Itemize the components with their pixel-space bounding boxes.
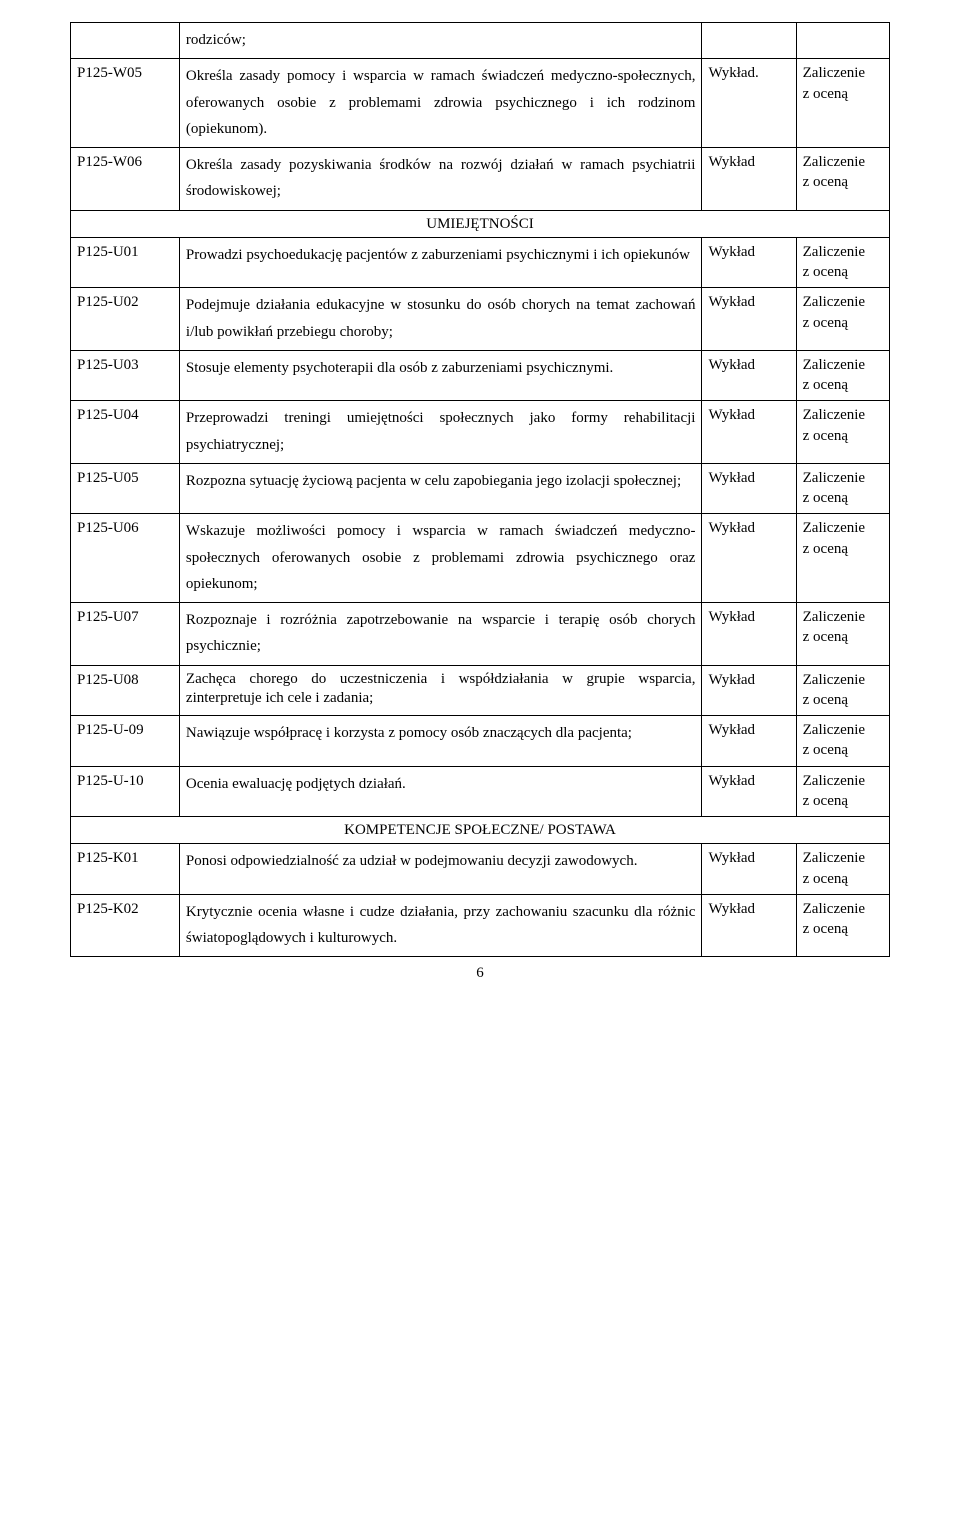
outcome-description: Określa zasady pomocy i wsparcia w ramac…	[179, 59, 702, 148]
outcome-code: P125-U05	[71, 463, 180, 514]
outcome-description: Zachęca chorego do uczestniczenia i wspó…	[179, 665, 702, 716]
outcome-description: Podejmuje działania edukacyjne w stosunk…	[179, 288, 702, 351]
outcome-code	[71, 23, 180, 59]
outcome-code: P125-U04	[71, 401, 180, 464]
method-cell: Wykład	[702, 401, 796, 464]
method-cell: Wykład	[702, 603, 796, 666]
method-cell: Wykład.	[702, 59, 796, 148]
table-row: P125-U05Rozpozna sytuację życiową pacjen…	[71, 463, 890, 514]
method-cell: Wykład	[702, 148, 796, 211]
grade-cell: Zaliczenie z oceną	[796, 463, 889, 514]
method-cell: Wykład	[702, 288, 796, 351]
grade-cell: Zaliczenie z oceną	[796, 237, 889, 288]
outcome-description: Ponosi odpowiedzialność za udział w pode…	[179, 844, 702, 895]
outcome-description: rodziców;	[179, 23, 702, 59]
method-cell	[702, 23, 796, 59]
grade-cell: Zaliczenie z oceną	[796, 288, 889, 351]
method-cell: Wykład	[702, 766, 796, 817]
outcome-description: Prowadzi psychoedukację pacjentów z zabu…	[179, 237, 702, 288]
table-row: P125-U04Przeprowadzi treningi umiejętnoś…	[71, 401, 890, 464]
outcome-code: P125-W05	[71, 59, 180, 148]
outcome-code: P125-U-09	[71, 716, 180, 767]
outcome-code: P125-K02	[71, 894, 180, 957]
outcome-code: P125-U07	[71, 603, 180, 666]
table-row: P125-W05Określa zasady pomocy i wsparcia…	[71, 59, 890, 148]
outcome-description: Przeprowadzi treningi umiejętności społe…	[179, 401, 702, 464]
outcome-description: Ocenia ewaluację podjętych działań.	[179, 766, 702, 817]
method-cell: Wykład	[702, 894, 796, 957]
grade-cell: Zaliczenie z oceną	[796, 603, 889, 666]
outcome-description: Rozpozna sytuację życiową pacjenta w cel…	[179, 463, 702, 514]
grade-cell: Zaliczenie z oceną	[796, 350, 889, 401]
method-cell: Wykład	[702, 665, 796, 716]
section-header: UMIEJĘTNOŚCI	[71, 210, 890, 237]
table-row: UMIEJĘTNOŚCI	[71, 210, 890, 237]
table-row: P125-U08Zachęca chorego do uczestniczeni…	[71, 665, 890, 716]
section-header: KOMPETENCJE SPOŁECZNE/ POSTAWA	[71, 817, 890, 844]
outcome-code: P125-W06	[71, 148, 180, 211]
table-row: P125-W06Określa zasady pozyskiwania środ…	[71, 148, 890, 211]
table-row: P125-U-10Ocenia ewaluację podjętych dzia…	[71, 766, 890, 817]
grade-cell: Zaliczenie z oceną	[796, 514, 889, 603]
table-row: P125-U06Wskazuje możliwości pomocy i wsp…	[71, 514, 890, 603]
outcome-code: P125-U06	[71, 514, 180, 603]
outcome-code: P125-U-10	[71, 766, 180, 817]
outcome-code: P125-U03	[71, 350, 180, 401]
table-row: P125-U07Rozpoznaje i rozróżnia zapotrzeb…	[71, 603, 890, 666]
outcome-description: Wskazuje możliwości pomocy i wsparcia w …	[179, 514, 702, 603]
table-row: KOMPETENCJE SPOŁECZNE/ POSTAWA	[71, 817, 890, 844]
learning-outcomes-table: rodziców;P125-W05Określa zasady pomocy i…	[70, 22, 890, 957]
outcome-code: P125-K01	[71, 844, 180, 895]
grade-cell: Zaliczenie z oceną	[796, 716, 889, 767]
grade-cell: Zaliczenie z oceną	[796, 766, 889, 817]
outcome-description: Krytycznie ocenia własne i cudze działan…	[179, 894, 702, 957]
grade-cell: Zaliczenie z oceną	[796, 665, 889, 716]
table-row: P125-K02Krytycznie ocenia własne i cudze…	[71, 894, 890, 957]
method-cell: Wykład	[702, 350, 796, 401]
table-row: P125-U02Podejmuje działania edukacyjne w…	[71, 288, 890, 351]
outcome-description: Rozpoznaje i rozróżnia zapotrzebowanie n…	[179, 603, 702, 666]
method-cell: Wykład	[702, 463, 796, 514]
method-cell: Wykład	[702, 844, 796, 895]
outcome-description: Określa zasady pozyskiwania środków na r…	[179, 148, 702, 211]
table-row: rodziców;	[71, 23, 890, 59]
grade-cell: Zaliczenie z oceną	[796, 148, 889, 211]
method-cell: Wykład	[702, 716, 796, 767]
outcome-description: Nawiązuje współpracę i korzysta z pomocy…	[179, 716, 702, 767]
table-row: P125-U03Stosuje elementy psychoterapii d…	[71, 350, 890, 401]
grade-cell	[796, 23, 889, 59]
table-row: P125-U-09Nawiązuje współpracę i korzysta…	[71, 716, 890, 767]
grade-cell: Zaliczenie z oceną	[796, 401, 889, 464]
outcome-code: P125-U08	[71, 665, 180, 716]
grade-cell: Zaliczenie z oceną	[796, 844, 889, 895]
table-row: P125-U01Prowadzi psychoedukację pacjentó…	[71, 237, 890, 288]
outcome-code: P125-U01	[71, 237, 180, 288]
method-cell: Wykład	[702, 514, 796, 603]
grade-cell: Zaliczenie z oceną	[796, 59, 889, 148]
outcome-code: P125-U02	[71, 288, 180, 351]
method-cell: Wykład	[702, 237, 796, 288]
outcome-description: Stosuje elementy psychoterapii dla osób …	[179, 350, 702, 401]
table-row: P125-K01Ponosi odpowiedzialność za udzia…	[71, 844, 890, 895]
page-number: 6	[70, 963, 890, 983]
grade-cell: Zaliczenie z oceną	[796, 894, 889, 957]
